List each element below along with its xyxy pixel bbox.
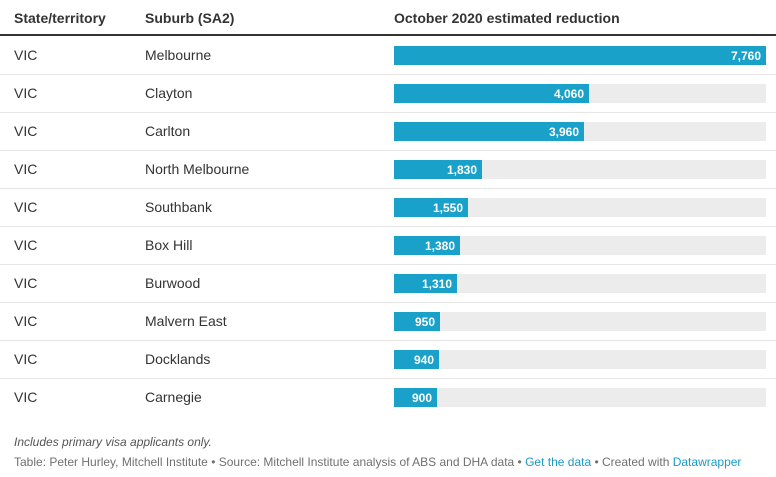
state-cell: VIC xyxy=(14,313,38,329)
bar-track: 1,310 xyxy=(394,274,766,293)
suburb-cell: Box Hill xyxy=(145,237,193,253)
value-bar xyxy=(394,160,482,179)
bar-value-label: 4,060 xyxy=(554,87,585,101)
state-cell: VIC xyxy=(14,351,38,367)
bar-track: 3,960 xyxy=(394,122,766,141)
bar-value-label: 1,830 xyxy=(447,163,478,177)
source-line: Table: Peter Hurley, Mitchell Institute … xyxy=(14,455,741,469)
value-bar xyxy=(394,198,468,217)
suburb-cell: Malvern East xyxy=(145,313,227,329)
table-row: VIC Malvern East 950 xyxy=(0,303,776,341)
state-cell: VIC xyxy=(14,161,38,177)
bar-value-label: 950 xyxy=(415,315,436,329)
suburb-cell: Carnegie xyxy=(145,389,202,405)
state-cell: VIC xyxy=(14,123,38,139)
table-row: VIC Clayton 4,060 xyxy=(0,75,776,113)
value-bar xyxy=(394,46,766,65)
suburb-cell: Southbank xyxy=(145,199,212,215)
bar-track: 4,060 xyxy=(394,84,766,103)
value-bar xyxy=(394,236,460,255)
bar-track: 940 xyxy=(394,350,766,369)
bar-value-label: 7,760 xyxy=(731,49,762,63)
column-header-suburb[interactable]: Suburb (SA2) xyxy=(145,10,235,26)
column-header-reduction[interactable]: October 2020 estimated reduction xyxy=(394,10,620,26)
datawrapper-link[interactable]: Datawrapper xyxy=(672,455,742,469)
table-row: VIC North Melbourne 1,830 xyxy=(0,151,776,189)
bar-value-label: 3,960 xyxy=(549,125,580,139)
state-cell: VIC xyxy=(14,47,38,63)
value-bar xyxy=(394,122,584,141)
column-header-state[interactable]: State/territory xyxy=(14,10,106,26)
value-bar xyxy=(394,388,437,407)
state-cell: VIC xyxy=(14,237,38,253)
suburb-cell: Melbourne xyxy=(145,47,212,63)
bar-track: 7,760 xyxy=(394,46,766,65)
value-bar xyxy=(394,350,439,369)
suburb-cell: Docklands xyxy=(145,351,211,367)
bar-track: 1,830 xyxy=(394,160,766,179)
state-cell: VIC xyxy=(14,275,38,291)
table-row: VIC Melbourne 7,760 xyxy=(0,37,776,75)
suburb-cell: Carlton xyxy=(145,123,191,139)
get-the-data-link[interactable]: Get the data xyxy=(525,455,592,469)
bar-track: 900 xyxy=(394,388,766,407)
bar-value-label: 940 xyxy=(414,353,435,367)
table-body: VIC Melbourne 7,760 VIC Clayton 4,060 VIC Carlt… xyxy=(0,37,776,417)
bar-track: 1,550 xyxy=(394,198,766,217)
value-bar xyxy=(394,274,457,293)
bar-track: 950 xyxy=(394,312,766,331)
table-row: VIC Docklands 940 xyxy=(0,341,776,379)
value-bar xyxy=(394,312,440,331)
state-cell: VIC xyxy=(14,389,38,405)
table-row: VIC Carlton 3,960 xyxy=(0,113,776,151)
state-cell: VIC xyxy=(14,85,38,101)
bar-value-label: 1,550 xyxy=(433,201,464,215)
table-row: VIC Box Hill 1,380 xyxy=(0,227,776,265)
table-header: State/territory Suburb (SA2) October 202… xyxy=(0,0,776,36)
table-row: VIC Carnegie 900 xyxy=(0,379,776,417)
bar-value-label: 1,310 xyxy=(422,277,453,291)
table-note: Includes primary visa applicants only. xyxy=(14,435,212,449)
bar-value-label: 900 xyxy=(412,391,433,405)
suburb-cell: North Melbourne xyxy=(145,161,250,177)
value-bar xyxy=(394,84,589,103)
table-row: VIC Burwood 1,310 xyxy=(0,265,776,303)
source-text: Table: Peter Hurley, Mitchell Institute … xyxy=(14,455,526,469)
state-cell: VIC xyxy=(14,199,38,215)
created-with-text: • Created with xyxy=(591,455,673,469)
table-row: VIC Southbank 1,550 xyxy=(0,189,776,227)
suburb-cell: Burwood xyxy=(145,275,201,291)
bar-track: 1,380 xyxy=(394,236,766,255)
bar-value-label: 1,380 xyxy=(425,239,456,253)
suburb-cell: Clayton xyxy=(145,85,193,101)
